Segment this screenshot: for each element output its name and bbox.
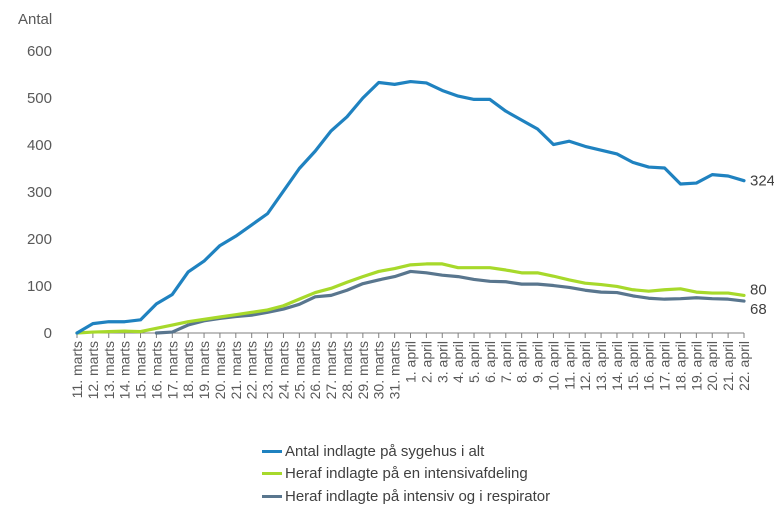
x-tick-label: 20. april <box>704 341 720 391</box>
y-tick-label: 600 <box>27 43 52 60</box>
x-tick-label: 30. marts <box>371 341 387 399</box>
y-tick-label: 0 <box>44 325 52 342</box>
x-tick-label: 20. marts <box>212 341 228 399</box>
legend-label-total: Antal indlagte på sygehus i alt <box>285 442 485 460</box>
x-tick-label: 22. april <box>736 341 752 391</box>
x-tick-label: 22. marts <box>244 341 260 399</box>
y-tick-label: 400 <box>27 137 52 154</box>
x-tick-label: 14. marts <box>117 341 133 399</box>
x-tick-label: 18. april <box>672 341 688 391</box>
x-tick-label: 16. marts <box>148 341 164 399</box>
x-tick-label: 24. marts <box>275 341 291 399</box>
x-tick-label: 15. marts <box>133 341 149 399</box>
x-tick-label: 14. april <box>609 341 625 391</box>
series-line-1 <box>75 262 746 335</box>
x-tick-label: 13. marts <box>101 341 117 399</box>
x-tick-label: 25. marts <box>291 341 307 399</box>
x-tick-label: 10. april <box>545 341 561 391</box>
x-tick-label: 2. april <box>418 341 434 383</box>
line-chart: Antal 0 100 200 300 400 500 600 11. marts 12. m… <box>18 11 774 399</box>
legend-item-total: Antal indlagte på sygehus i alt <box>262 440 550 463</box>
end-data-label: 68 <box>750 301 767 318</box>
x-tick-label: 28. marts <box>339 341 355 399</box>
end-data-label: 324 <box>750 173 774 190</box>
x-tick-label: 21. marts <box>228 341 244 399</box>
x-tick-label: 17. marts <box>164 341 180 399</box>
x-tick-label: 7. april <box>498 341 514 383</box>
x-tick-label: 27. marts <box>323 341 339 399</box>
x-tick-label: 13. april <box>593 341 609 391</box>
x-tick-label: 19. april <box>688 341 704 391</box>
x-tick-label: 5. april <box>466 341 482 383</box>
x-tick-label: 1. april <box>403 341 419 383</box>
y-tick-label: 200 <box>27 231 52 248</box>
x-tick-label: 11. april <box>561 341 577 390</box>
x-tick-label: 26. marts <box>307 341 323 399</box>
x-tick-label: 8. april <box>514 341 530 383</box>
x-tick-label: 18. marts <box>180 341 196 399</box>
series-line-2 <box>154 269 746 335</box>
x-tick-label: 3. april <box>434 341 450 383</box>
y-tick-label: 100 <box>27 278 52 295</box>
x-tick-label: 23. marts <box>260 341 276 399</box>
y-tick-label: 300 <box>27 184 52 201</box>
end-data-label: 80 <box>750 281 767 298</box>
x-tick-label: 11. marts <box>69 341 85 398</box>
legend: Antal indlagte på sygehus i alt Heraf in… <box>262 440 550 508</box>
x-axis: 11. marts 12. marts 13. marts 14. marts 15. … <box>69 332 752 399</box>
x-tick-label: 21. april <box>720 341 736 391</box>
x-tick-label: 29. marts <box>355 341 371 399</box>
x-tick-label: 19. marts <box>196 341 212 399</box>
y-tick-label: 500 <box>27 90 52 107</box>
x-tick-label: 6. april <box>482 341 498 383</box>
x-tick-label: 17. april <box>657 341 673 391</box>
legend-label-icu: Heraf indlagte på en intensivafdeling <box>285 465 528 483</box>
y-axis-ticks: 0 100 200 300 400 500 600 <box>27 43 52 342</box>
x-tick-label: 9. april <box>530 341 546 383</box>
x-tick-label: 4. april <box>450 341 466 383</box>
legend-label-respirator: Heraf indlagte på intensiv og i respirat… <box>285 487 551 505</box>
x-tick-label: 12. april <box>577 341 593 391</box>
legend-item-icu: Heraf indlagte på en intensivafdeling <box>262 463 550 486</box>
y-axis-label: Antal <box>18 11 52 28</box>
x-tick-label: 16. april <box>641 341 657 391</box>
legend-swatch-respirator <box>262 494 282 498</box>
legend-swatch-icu <box>262 472 282 476</box>
end-labels: 324 80 68 <box>750 173 774 318</box>
series-line-0 <box>75 79 746 335</box>
legend-swatch-total <box>262 449 282 453</box>
legend-item-respirator: Heraf indlagte på intensiv og i respirat… <box>262 485 550 508</box>
x-tick-label: 31. marts <box>387 341 403 399</box>
x-tick-label: 15. april <box>625 341 641 391</box>
series-layer <box>75 79 746 335</box>
x-tick-label: 12. marts <box>85 341 101 399</box>
